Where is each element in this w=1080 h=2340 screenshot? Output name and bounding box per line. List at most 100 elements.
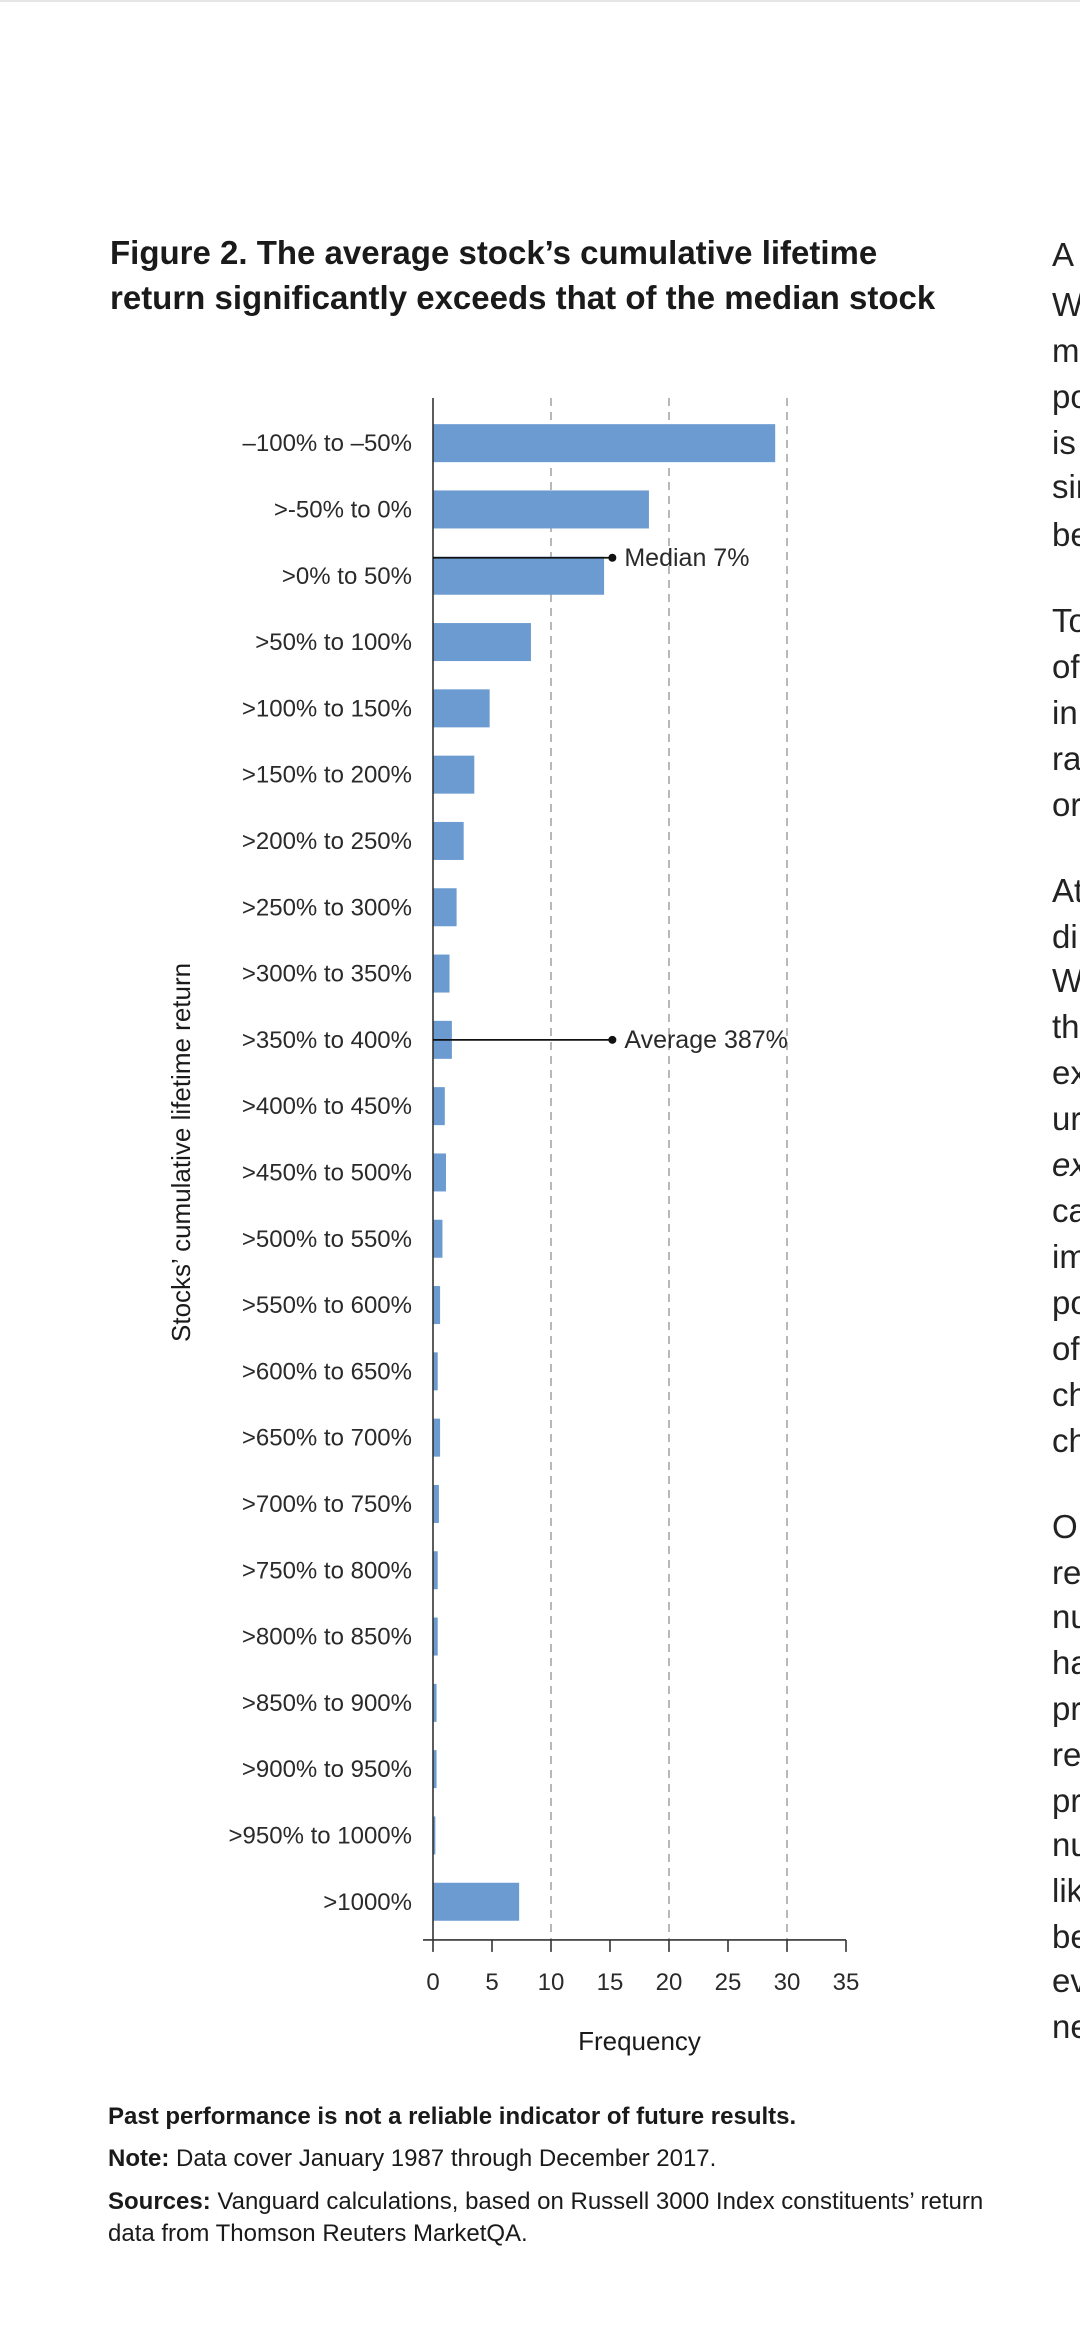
frequency-bar-chart: 0 5 10 15 20 25 30 35 Frequency Stocks’ cumulativ… [166, 398, 859, 2056]
bar-13 [433, 1286, 441, 1325]
x-tick-label-25: 25 [715, 1969, 742, 1996]
cropped-text-fragment: ex [1052, 1146, 1080, 1183]
cropped-text-fragment: th [1052, 1008, 1080, 1045]
bar-10 [433, 1087, 445, 1126]
bar-7 [433, 888, 457, 927]
bar-14 [433, 1352, 438, 1391]
bar-1 [433, 490, 649, 529]
cropped-text-fragment: ev [1052, 1962, 1080, 1999]
x-tick-label-30: 30 [774, 1969, 801, 1996]
figure-footer: Past performance is not a reliable indic… [108, 2102, 1008, 2250]
cropped-text-fragment: po [1052, 1284, 1080, 1321]
sources-label: Sources: [108, 2188, 211, 2215]
cropped-text-fragment: ch [1052, 1422, 1080, 1459]
x-axis-title: Frequency [578, 2026, 701, 2056]
category-label-17: >750% to 800% [242, 1557, 412, 1584]
category-label-16: >700% to 750% [242, 1491, 412, 1518]
cropped-text-fragment: be [1052, 1918, 1080, 1955]
cropped-text-fragment: ra [1052, 740, 1080, 777]
bar-6 [433, 821, 464, 860]
category-label-7: >250% to 300% [242, 894, 412, 921]
performance-disclaimer: Past performance is not a reliable indic… [108, 2103, 797, 2130]
cropped-text-fragment: W [1052, 962, 1080, 999]
category-label-2: >0% to 50% [282, 563, 412, 590]
category-label-21: >950% to 1000% [229, 1822, 412, 1849]
category-label-20: >900% to 950% [242, 1756, 412, 1783]
category-label-1: >-50% to 0% [274, 496, 412, 523]
annotation-label-0: Median 7% [624, 544, 749, 572]
note-text: Data cover January 1987 through December… [169, 2145, 717, 2172]
cropped-text-fragment: ur [1052, 1100, 1080, 1137]
bar-22 [433, 1882, 520, 1921]
y-axis-title: Stocks’ cumulative lifetime return [166, 963, 196, 1342]
category-label-layer: –100% to –50% >-50% to 0% >0% to 50% >50% t… [229, 430, 412, 1916]
cropped-text-fragment: in [1052, 694, 1078, 731]
bar-17 [433, 1551, 438, 1590]
cropped-text-fragment: be [1052, 516, 1080, 553]
data-sources: Sources: Vanguard calculations, based on… [108, 2186, 1008, 2250]
cropped-text-fragment: or [1052, 786, 1080, 823]
bar-5 [433, 755, 475, 794]
bar-3 [433, 623, 531, 662]
cropped-text-fragment: of [1052, 1330, 1080, 1367]
cropped-text-fragment: re [1052, 1736, 1080, 1773]
cropped-text-fragment: pr [1052, 1690, 1080, 1727]
bar-21 [433, 1816, 436, 1855]
figure-title: Figure 2. The average stock’s cumulative… [110, 230, 980, 320]
cropped-text-fragment: ha [1052, 1644, 1080, 1681]
category-label-9: >350% to 400% [242, 1027, 412, 1054]
cropped-text-fragment: nu [1052, 1598, 1080, 1635]
category-label-5: >150% to 200% [242, 762, 412, 789]
bar-2 [433, 556, 605, 595]
x-tick-label-15: 15 [597, 1969, 624, 1996]
cropped-text-fragment: sir [1052, 468, 1080, 505]
cropped-text-fragment: To [1052, 602, 1080, 639]
axis-layer: 0 5 10 15 20 25 30 35 Frequency Stocks’ cumulativ… [166, 398, 859, 2056]
cropped-text-fragment: po [1052, 378, 1080, 415]
category-label-3: >50% to 100% [255, 629, 412, 656]
category-label-11: >450% to 500% [242, 1159, 412, 1186]
adjacent-column-cropped-text: AWmpoissirbeToofinraorAtdiWthexurexcaimp… [1052, 0, 1080, 2340]
category-label-22: >1000% [323, 1889, 412, 1916]
bar-layer [433, 424, 776, 1921]
figure-title-line-1: Figure 2. The average stock’s cumulative… [110, 234, 878, 271]
cropped-text-fragment: ch [1052, 1376, 1080, 1413]
bar-12 [433, 1219, 443, 1258]
note-label: Note: [108, 2145, 170, 2172]
cropped-text-fragment: ex [1052, 1054, 1080, 1091]
sources-text: Vanguard calculations, based on Russell … [108, 2188, 984, 2247]
category-label-19: >850% to 900% [242, 1690, 412, 1717]
cropped-text-fragment: of [1052, 648, 1080, 685]
cropped-text-fragment: At [1052, 872, 1080, 909]
cropped-text-fragment: ca [1052, 1192, 1080, 1229]
bar-19 [433, 1683, 437, 1722]
x-tick-label-35: 35 [833, 1969, 860, 1996]
bar-20 [433, 1750, 437, 1789]
cropped-text-fragment: O [1052, 1508, 1078, 1545]
bar-18 [433, 1617, 438, 1656]
cropped-text-fragment: A [1052, 236, 1075, 273]
cropped-text-fragment: ne [1052, 2008, 1080, 2045]
category-label-15: >650% to 700% [242, 1425, 412, 1452]
category-label-8: >300% to 350% [242, 961, 412, 988]
bar-4 [433, 689, 490, 728]
category-label-10: >400% to 450% [242, 1093, 412, 1120]
cropped-text-fragment: W [1052, 286, 1080, 323]
category-label-13: >550% to 600% [242, 1292, 412, 1319]
figure-title-line-2: return significantly exceeds that of the… [110, 279, 936, 316]
cropped-text-fragment: im [1052, 1238, 1080, 1275]
category-label-6: >200% to 250% [242, 828, 412, 855]
x-tick-label-20: 20 [656, 1969, 683, 1996]
x-tick-label-5: 5 [485, 1969, 498, 1996]
grid-layer [550, 398, 788, 1940]
annotation-dot-0 [608, 553, 617, 562]
category-label-12: >500% to 550% [242, 1226, 412, 1253]
bar-0 [433, 424, 776, 463]
cropped-text-fragment: lik [1052, 1872, 1080, 1909]
category-label-0: –100% to –50% [243, 430, 412, 457]
cropped-text-fragment: m [1052, 332, 1080, 369]
cropped-text-fragment: pr [1052, 1782, 1080, 1819]
cropped-text-fragment: re [1052, 1554, 1080, 1591]
category-label-18: >800% to 850% [242, 1624, 412, 1651]
x-tick-label-0: 0 [426, 1969, 439, 1996]
